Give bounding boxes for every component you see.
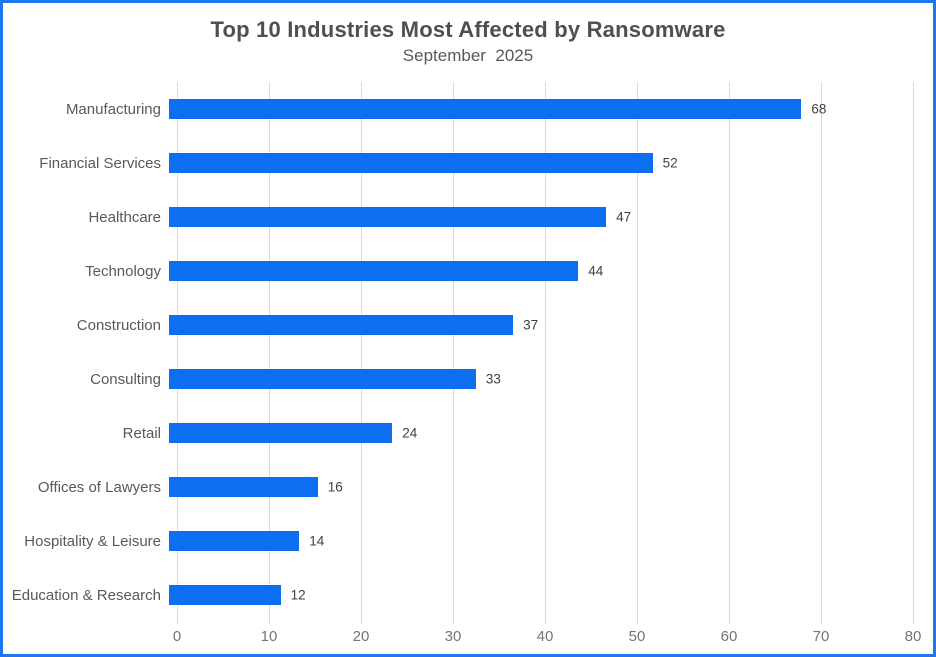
- bar: [169, 585, 281, 605]
- bar-row: Technology 44: [3, 244, 933, 298]
- bar: [169, 99, 802, 119]
- category-label: Offices of Lawyers: [37, 478, 161, 496]
- category-label: Retail: [122, 424, 161, 442]
- bar-row: Retail 24: [3, 406, 933, 460]
- category-label: Hospitality & Leisure: [24, 532, 161, 550]
- x-tick-label: 20: [352, 628, 370, 645]
- chart-subtitle: September 2025: [402, 46, 534, 65]
- value-label: 33: [485, 371, 501, 387]
- chart-header: Top 10 Industries Most Affected by Ranso…: [3, 3, 933, 68]
- bar-track: 37: [169, 315, 913, 335]
- bar: [169, 477, 318, 497]
- value-label: 12: [290, 587, 306, 603]
- bar: [169, 153, 653, 173]
- category-label: Manufacturing: [65, 100, 161, 118]
- bar-track: 33: [169, 369, 913, 389]
- category-label: Education & Research: [11, 586, 161, 604]
- bar: [169, 531, 300, 551]
- bar-row: Financial Services 52: [3, 136, 933, 190]
- bar-track: 24: [169, 423, 913, 443]
- bar-track: 47: [169, 207, 913, 227]
- x-tick-label: 80: [904, 628, 922, 645]
- value-label: 47: [616, 209, 632, 225]
- category-label: Consulting: [90, 370, 161, 388]
- bar-row: Manufacturing 68: [3, 82, 933, 136]
- x-tick-label: 60: [720, 628, 738, 645]
- category-label: Financial Services: [39, 154, 161, 172]
- bar-track: 44: [169, 261, 913, 281]
- bar: [169, 315, 514, 335]
- bar-track: 16: [169, 477, 913, 497]
- x-axis: 0 10 20 30 40 50 60 70 80: [3, 622, 933, 654]
- category-label: Technology: [85, 262, 161, 280]
- value-label: 16: [327, 479, 343, 495]
- bar-row: Education & Research 12: [3, 568, 933, 622]
- bar-rows: Manufacturing 68 Financial Services 52 H…: [3, 82, 933, 624]
- bar-row: Construction 37: [3, 298, 933, 352]
- x-tick-label: 50: [628, 628, 646, 645]
- value-label: 37: [523, 317, 539, 333]
- value-label: 44: [588, 263, 604, 279]
- chart-title: Top 10 Industries Most Affected by Ranso…: [210, 17, 726, 42]
- x-tick-label: 40: [536, 628, 554, 645]
- value-label: 52: [662, 155, 678, 171]
- bar-row: Hospitality & Leisure 14: [3, 514, 933, 568]
- bar: [169, 369, 476, 389]
- x-tick-label: 10: [260, 628, 278, 645]
- bar-row: Consulting 33: [3, 352, 933, 406]
- x-tick-label: 0: [172, 628, 182, 645]
- category-label: Construction: [76, 316, 161, 334]
- bar-chart: Manufacturing 68 Financial Services 52 H…: [3, 82, 933, 654]
- bar-track: 68: [169, 99, 913, 119]
- x-tick-label: 30: [444, 628, 462, 645]
- bar: [169, 261, 579, 281]
- bar: [169, 423, 393, 443]
- value-label: 14: [309, 533, 325, 549]
- bar-row: Offices of Lawyers 16: [3, 460, 933, 514]
- bar-row: Healthcare 47: [3, 190, 933, 244]
- bar-track: 52: [169, 153, 913, 173]
- value-label: 24: [402, 425, 418, 441]
- value-label: 68: [811, 101, 827, 117]
- bar: [169, 207, 607, 227]
- bar-track: 14: [169, 531, 913, 551]
- bar-track: 12: [169, 585, 913, 605]
- category-label: Healthcare: [88, 208, 161, 226]
- axis-spacer: [3, 622, 177, 654]
- x-tick-label: 70: [812, 628, 830, 645]
- axis-tick-labels: 0 10 20 30 40 50 60 70 80: [173, 622, 922, 654]
